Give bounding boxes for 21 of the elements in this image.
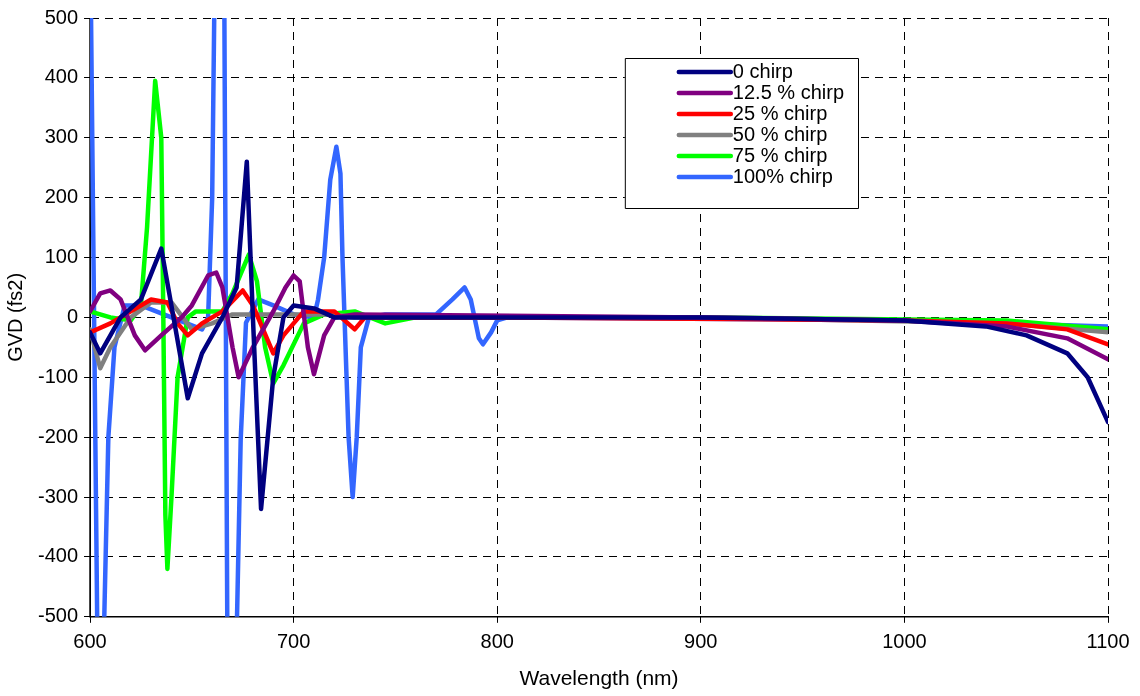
y-axis-title: GVD (fs2)	[3, 272, 26, 362]
y-tick-label: -100	[38, 364, 79, 387]
x-tick-label: 600	[73, 630, 107, 653]
x-tick-label: 1100	[1086, 630, 1130, 653]
x-tick-label: 1000	[882, 630, 927, 653]
y-tick-label: -400	[38, 544, 79, 567]
x-tick-label: 800	[480, 630, 514, 653]
y-tick-label: 200	[44, 185, 79, 208]
x-tick-label: 900	[684, 630, 718, 653]
legend-label: 25 % chirp	[732, 101, 828, 124]
y-tick-label: 300	[44, 125, 79, 148]
y-tick-label: 400	[44, 65, 79, 88]
y-tick-label: 100	[44, 245, 79, 268]
y-tick-label: 500	[44, 5, 79, 28]
x-axis-title: Wavelength (nm)	[519, 666, 679, 690]
y-tick-label: 0	[66, 304, 79, 327]
y-tick-label: -500	[38, 604, 79, 627]
x-tick-label: 700	[276, 630, 311, 653]
y-tick-label: -200	[38, 424, 79, 447]
y-tick-label: -300	[38, 484, 79, 507]
legend-label: 0 chirp	[732, 59, 793, 82]
